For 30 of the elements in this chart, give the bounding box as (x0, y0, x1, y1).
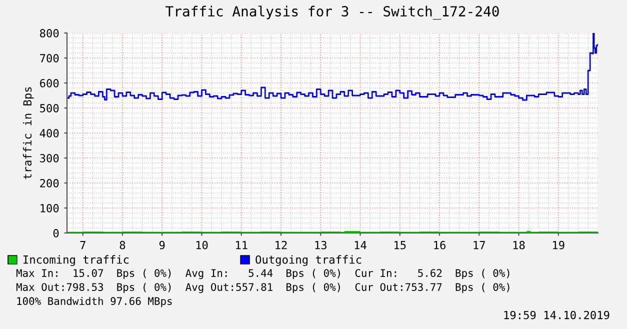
x-tick-label: 13 (315, 240, 326, 250)
y-tick-label: 500 (40, 104, 59, 112)
x-tick-label: 18 (513, 240, 525, 250)
x-tick-label: 9 (159, 240, 165, 250)
legend-label: Incoming traffic (24, 255, 129, 266)
x-tick-label: 17 (474, 241, 485, 250)
text: 19:59 14.10.2019 (504, 310, 610, 320)
y-tick-label: 400 (40, 129, 59, 138)
text: Max Out:798.53 Bps ( 0%) Avg Out:557.81 Bps ( 0%) Cur Out:753.77 Bps ( 0%) (16, 282, 510, 294)
y-tick-label: 600 (40, 79, 59, 88)
y-tick-label: 200 (40, 179, 59, 188)
x-tick-label: 8 (120, 240, 126, 250)
y-tick-label: 0 (53, 229, 59, 238)
x-tick-label: 10 (196, 240, 208, 250)
x-tick-label: 15 (394, 241, 406, 250)
y-tick-label: 800 (40, 29, 59, 38)
chart-title: Traffic Analysis for 3 -- Switch_172-240 (166, 6, 499, 20)
text: 100% Bandwidth 97.66 MBps (17, 296, 172, 308)
x-tick-label: 12 (276, 240, 287, 250)
y-tick-label: 100 (40, 204, 59, 212)
y-tick-label: 300 (40, 154, 59, 162)
x-tick-label: 11 (236, 241, 248, 250)
y-tick-label: 700 (40, 54, 59, 62)
text: Max In: 15.07 Bps ( 0%) Avg In: 5.44 Bps ( 0%) Cur In: 5.62 Bps ( 0%) (16, 268, 510, 280)
x-tick-label: 16 (434, 240, 446, 250)
x-tick-label: 7 (80, 241, 86, 250)
x-tick-label: 14 (354, 241, 366, 250)
x-tick-label: 19 (553, 240, 564, 250)
y-axis-title: traffic in Bps (22, 87, 34, 180)
legend-label: Outgoing traffic (256, 255, 362, 266)
